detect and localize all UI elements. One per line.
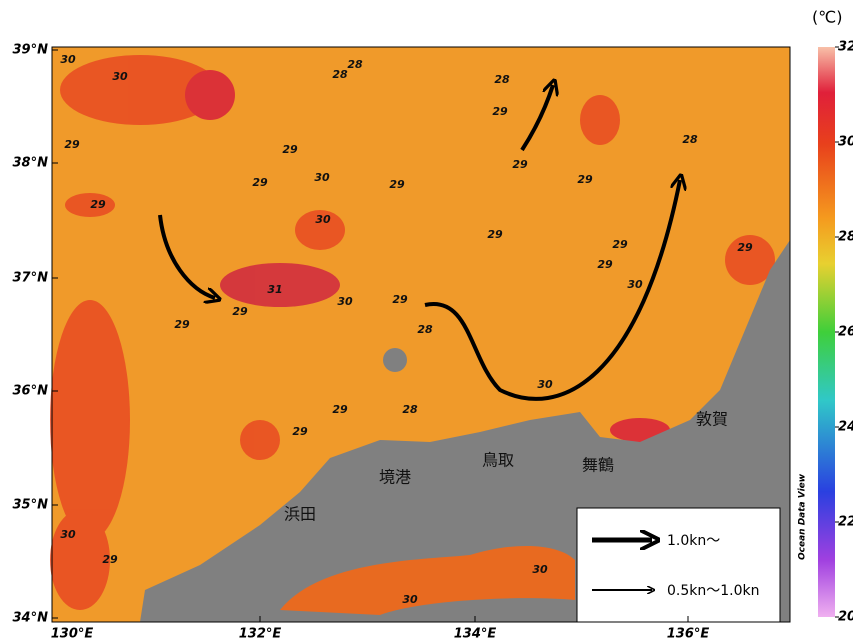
contour-label: 30	[60, 53, 76, 66]
contour-label: 31	[267, 283, 282, 296]
contour-label: 29	[90, 198, 106, 211]
contour-label: 29	[282, 143, 298, 156]
contour-label: 29	[232, 305, 248, 318]
inland-sea	[280, 545, 575, 615]
lon-label: 134°E	[454, 627, 497, 642]
contour-label: 29	[737, 241, 753, 254]
contour-label: 29	[392, 293, 408, 306]
contour-label: 29	[577, 173, 593, 186]
lat-label: 37°N	[13, 271, 49, 286]
contour-label: 30	[60, 528, 76, 541]
lon-label: 132°E	[239, 627, 282, 642]
lat-label: 36°N	[13, 384, 49, 399]
contour-label: 30	[532, 563, 548, 576]
legend-box	[576, 507, 781, 623]
contour-label: 30	[315, 213, 331, 226]
contour-label: 29	[292, 425, 308, 438]
lat-label: 38°N	[13, 156, 49, 171]
contour-label: 28	[417, 323, 433, 336]
colorbar-label: 30	[838, 135, 853, 150]
contour-label: 30	[314, 171, 330, 184]
contour-label: 29	[597, 258, 613, 271]
colorbar-label: 26	[838, 325, 853, 340]
lon-label: 130°E	[51, 627, 94, 642]
place-name: 舞鶴	[582, 456, 614, 475]
contour-label: 29	[64, 138, 80, 151]
contour-label: 28	[402, 403, 418, 416]
contour-label: 30	[402, 593, 418, 606]
contour-label: 29	[492, 105, 508, 118]
legend-label: 1.0kn〜	[667, 533, 720, 549]
contour-label: 29	[252, 176, 268, 189]
contour-label: 29	[612, 238, 628, 251]
contour-label: 29	[102, 553, 118, 566]
island	[383, 348, 407, 372]
colorbar-label: 28	[838, 230, 853, 245]
contour-label: 29	[332, 403, 348, 416]
lat-label: 39°N	[13, 43, 49, 58]
place-name: 境港	[379, 468, 411, 487]
contour-label: 29	[389, 178, 405, 191]
contour-label: 28	[332, 68, 348, 81]
colorbar-label: 24	[838, 420, 853, 435]
colorbar-unit: (℃)	[812, 8, 842, 27]
contour-label: 28	[347, 58, 363, 71]
map-frame	[51, 46, 791, 623]
warm-patches	[50, 55, 775, 610]
contour-label: 29	[487, 228, 503, 241]
contour-label: 28	[494, 73, 510, 86]
legend-label: 0.5kn〜1.0kn	[667, 583, 760, 599]
credit: Ocean Data View	[798, 473, 808, 560]
colorbar-label: 22	[838, 515, 853, 530]
place-name: 浜田	[284, 505, 316, 524]
contour-label: 30	[337, 295, 353, 308]
colorbar-label: 32	[838, 40, 853, 55]
contour-label: 30	[112, 70, 128, 83]
colorbar	[818, 47, 835, 617]
contour-label: 30	[537, 378, 553, 391]
place-name: 敦賀	[696, 410, 728, 429]
lat-label: 34°N	[13, 611, 49, 626]
lat-label: 35°N	[13, 498, 49, 513]
place-name: 鳥取	[482, 451, 514, 470]
contour-label: 28	[682, 133, 698, 146]
contour-label: 30	[627, 278, 643, 291]
current-arrows	[158, 85, 680, 401]
contour-label: 29	[512, 158, 528, 171]
colorbar-label: 20	[838, 610, 853, 625]
lon-label: 136°E	[667, 627, 710, 642]
contour-label: 29	[174, 318, 190, 331]
